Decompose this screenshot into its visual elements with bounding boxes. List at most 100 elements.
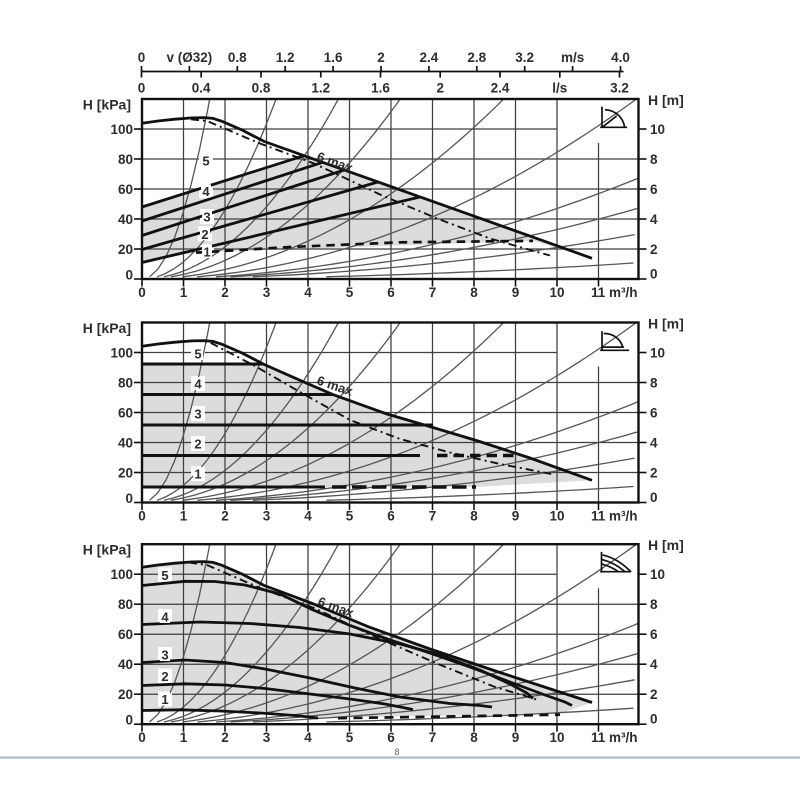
svg-text:H [kPa]: H [kPa] (83, 320, 131, 336)
svg-text:40: 40 (118, 212, 133, 227)
svg-text:5: 5 (161, 568, 168, 583)
svg-text:H [kPa]: H [kPa] (83, 542, 131, 558)
svg-text:1: 1 (194, 467, 201, 482)
svg-text:8: 8 (650, 152, 658, 167)
svg-text:H [m]: H [m] (648, 92, 684, 108)
svg-text:2.4: 2.4 (420, 50, 439, 65)
svg-text:6: 6 (650, 405, 658, 420)
svg-text:1: 1 (161, 692, 168, 707)
svg-text:11 m³/h: 11 m³/h (591, 509, 638, 524)
svg-text:4: 4 (650, 435, 658, 450)
svg-text:40: 40 (118, 435, 133, 450)
svg-text:0: 0 (125, 491, 133, 506)
svg-text:2: 2 (436, 81, 444, 96)
svg-text:6: 6 (387, 730, 395, 745)
svg-text:10: 10 (549, 285, 564, 300)
svg-text:2: 2 (221, 730, 229, 745)
svg-text:2: 2 (194, 437, 201, 452)
svg-text:100: 100 (110, 122, 133, 137)
svg-text:7: 7 (429, 509, 437, 524)
svg-text:1.6: 1.6 (371, 81, 390, 96)
svg-text:0.8: 0.8 (252, 81, 271, 96)
svg-text:60: 60 (118, 627, 133, 642)
svg-text:3: 3 (194, 407, 201, 422)
svg-text:3: 3 (161, 648, 168, 663)
svg-text:4: 4 (304, 285, 312, 300)
svg-text:2.4: 2.4 (491, 81, 510, 96)
svg-text:H [m]: H [m] (648, 316, 684, 332)
svg-text:5: 5 (202, 153, 209, 168)
svg-text:4: 4 (202, 184, 210, 199)
svg-text:0: 0 (138, 509, 146, 524)
svg-text:5: 5 (346, 285, 354, 300)
svg-text:0: 0 (138, 50, 146, 65)
svg-text:80: 80 (118, 597, 133, 612)
svg-text:0: 0 (138, 285, 146, 300)
svg-text:9: 9 (512, 509, 520, 524)
svg-text:2: 2 (221, 509, 229, 524)
svg-text:6: 6 (387, 285, 395, 300)
svg-text:8: 8 (470, 285, 478, 300)
svg-text:8: 8 (650, 375, 658, 390)
svg-text:4.0: 4.0 (611, 50, 630, 65)
svg-text:0: 0 (138, 81, 146, 96)
svg-text:10: 10 (549, 730, 564, 745)
svg-text:m/s: m/s (561, 50, 584, 65)
svg-text:3: 3 (263, 285, 271, 300)
svg-text:1: 1 (180, 509, 188, 524)
svg-text:9: 9 (512, 285, 520, 300)
svg-text:0: 0 (650, 712, 658, 727)
svg-text:0.4: 0.4 (192, 81, 211, 96)
svg-text:8: 8 (470, 509, 478, 524)
svg-text:2: 2 (377, 50, 385, 65)
svg-text:6: 6 (650, 182, 658, 197)
svg-text:1.6: 1.6 (324, 50, 343, 65)
svg-text:2: 2 (650, 687, 658, 702)
svg-text:2: 2 (650, 242, 658, 257)
svg-text:20: 20 (118, 465, 133, 480)
svg-text:2: 2 (201, 227, 208, 242)
svg-text:20: 20 (118, 687, 133, 702)
svg-text:100: 100 (110, 567, 133, 582)
svg-text:4: 4 (650, 657, 658, 672)
svg-text:10: 10 (549, 509, 564, 524)
svg-text:4: 4 (304, 730, 312, 745)
svg-text:2: 2 (161, 669, 168, 684)
svg-text:80: 80 (118, 152, 133, 167)
svg-text:6: 6 (650, 627, 658, 642)
svg-text:1: 1 (203, 245, 210, 260)
svg-text:1.2: 1.2 (311, 81, 330, 96)
svg-text:H [kPa]: H [kPa] (83, 97, 131, 113)
svg-text:5: 5 (346, 509, 354, 524)
svg-text:6: 6 (387, 509, 395, 524)
svg-text:0: 0 (650, 267, 658, 282)
svg-text:7: 7 (429, 285, 437, 300)
svg-text:0: 0 (138, 730, 146, 745)
svg-text:5: 5 (194, 347, 201, 362)
svg-text:11 m³/h: 11 m³/h (591, 730, 638, 745)
svg-text:60: 60 (118, 182, 133, 197)
svg-text:1: 1 (180, 730, 188, 745)
svg-text:4: 4 (650, 212, 658, 227)
svg-text:4: 4 (161, 610, 169, 625)
svg-text:0: 0 (125, 713, 133, 728)
svg-text:10: 10 (650, 345, 665, 360)
svg-text:4: 4 (194, 377, 202, 392)
svg-text:10: 10 (650, 567, 665, 582)
svg-text:40: 40 (118, 657, 133, 672)
svg-text:60: 60 (118, 405, 133, 420)
svg-text:4: 4 (304, 509, 312, 524)
svg-text:80: 80 (118, 375, 133, 390)
svg-text:0.8: 0.8 (228, 50, 247, 65)
svg-text:2: 2 (221, 285, 229, 300)
svg-text:20: 20 (118, 242, 133, 257)
svg-text:3.2: 3.2 (515, 50, 534, 65)
svg-text:v (Ø32): v (Ø32) (167, 50, 213, 65)
svg-text:3: 3 (263, 730, 271, 745)
svg-text:8: 8 (650, 597, 658, 612)
svg-text:0: 0 (125, 268, 133, 283)
svg-text:7: 7 (429, 730, 437, 745)
svg-text:9: 9 (512, 730, 520, 745)
svg-text:2.8: 2.8 (467, 50, 486, 65)
svg-text:8: 8 (394, 747, 399, 757)
